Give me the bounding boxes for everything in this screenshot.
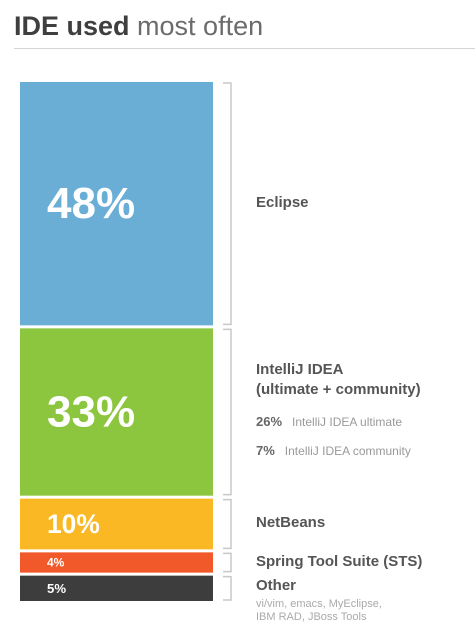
bar-segment-sts: [20, 552, 213, 573]
bracket-sts: [223, 552, 232, 573]
breakdown-row: 7% IntelliJ IDEA community: [256, 443, 411, 458]
category-label-intellij: IntelliJ IDEA: [256, 361, 344, 379]
chart-title: IDE used most often: [14, 6, 263, 46]
breakdown-row: 26% IntelliJ IDEA ultimate: [256, 414, 402, 429]
title-divider: [14, 48, 475, 49]
breakdown-percent: 7%: [256, 443, 275, 459]
value-label-netbeans: 10%: [47, 509, 100, 539]
bar-segment-netbeans: [20, 498, 213, 550]
breakdown-name: IntelliJ IDEA ultimate: [292, 415, 403, 430]
title-bold: IDE used: [14, 11, 130, 41]
category-label-sts: Spring Tool Suite (STS): [256, 552, 423, 570]
value-label-eclipse: 48%: [47, 179, 135, 228]
value-label-sts: 4%: [47, 556, 65, 570]
other-note-line: vi/vim, emacs, MyEclipse,: [256, 597, 382, 610]
other-note-line: IBM RAD, JBoss Tools: [256, 610, 367, 623]
category-label-intellij-line-2: (ultimate + community): [256, 381, 421, 399]
title-light: most often: [137, 11, 264, 41]
bar-segment-eclipse: [20, 82, 213, 326]
bar-segment-intellij: [20, 328, 213, 496]
value-label-intellij: 33%: [47, 388, 135, 437]
value-label-other: 5%: [47, 581, 66, 596]
category-label-eclipse: Eclipse: [256, 193, 309, 211]
bracket-netbeans: [223, 498, 232, 550]
breakdown-name: IntelliJ IDEA community: [284, 444, 411, 459]
bracket-intellij: [223, 328, 232, 496]
bracket-other: [223, 575, 232, 601]
bar-segment-other: [20, 575, 213, 601]
bracket-eclipse: [223, 82, 232, 326]
category-label-other: Other: [256, 576, 297, 594]
breakdown-percent: 26%: [256, 414, 283, 430]
category-label-netbeans: NetBeans: [256, 514, 326, 532]
